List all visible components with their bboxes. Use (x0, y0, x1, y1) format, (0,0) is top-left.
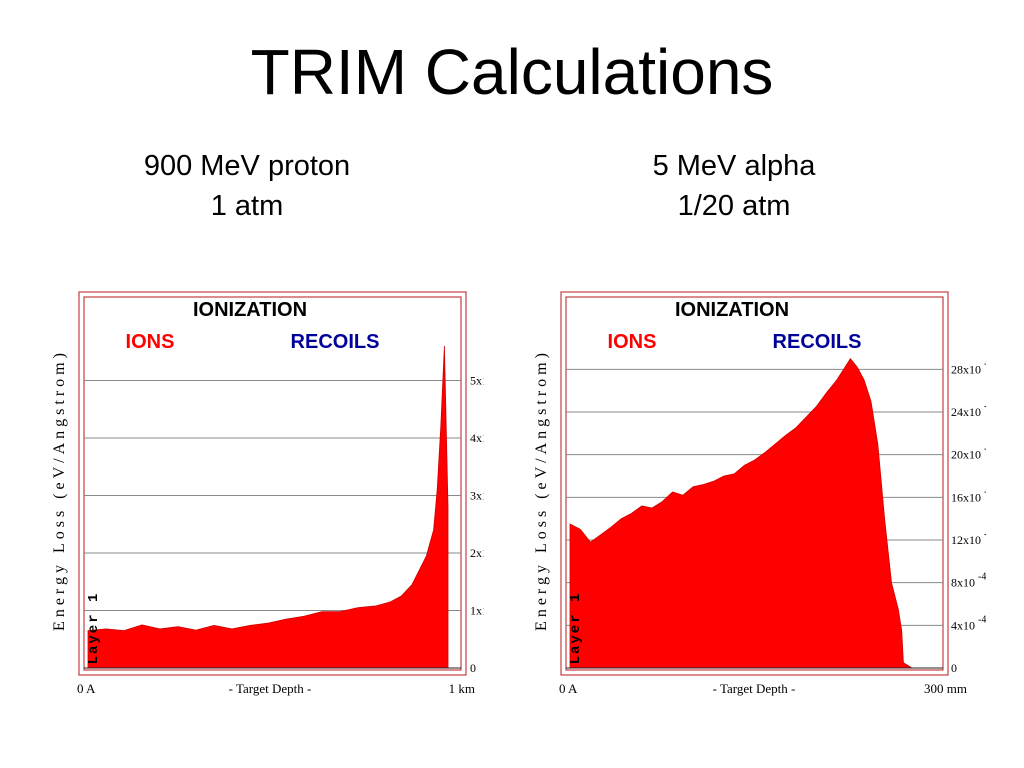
caption-alpha: 5 MeV alpha 1/20 atm (544, 146, 924, 226)
legend-recoils: RECOILS (291, 331, 380, 353)
legend-ions: IONS (126, 331, 175, 353)
x-tick-label-start: 0 A (77, 681, 96, 696)
layer-label: Layer 1 (86, 592, 102, 665)
caption-line-pressure: 1/20 atm (677, 190, 791, 222)
y-tick-label: 24x10-4 (951, 401, 986, 419)
legend-ions: IONS (608, 331, 657, 353)
y-axis-label: Energy Loss (eV/Angstrom) (51, 349, 68, 631)
y-tick-label: 0 (470, 661, 476, 675)
x-axis-label: - Target Depth - (713, 681, 796, 696)
y-tick-label: 4x10-4 (470, 427, 484, 445)
caption-line-particle: 900 MeV proton (143, 150, 351, 182)
y-tick-label: 28x10-4 (951, 358, 986, 376)
x-tick-label-end: 1 km (449, 681, 475, 696)
caption-line-pressure: 1 atm (210, 190, 284, 222)
y-tick-label: 1x10-4 (470, 600, 484, 618)
layer-label: Layer 1 (568, 592, 584, 665)
x-tick-label-start: 0 A (559, 681, 578, 696)
ions-area (569, 358, 914, 669)
x-axis-label: - Target Depth - (229, 681, 312, 696)
y-tick-label: 20x10-4 (951, 444, 986, 462)
legend-recoils: RECOILS (773, 331, 862, 353)
ionization-chart-alpha: IONIZATION IONS RECOILS 0 4x10-4 8x10-4 12x10-… (533, 291, 986, 696)
y-tick-label: 3x10-4 (470, 485, 484, 503)
ions-area (87, 345, 449, 669)
y-tick-label: 8x10 -4 (951, 572, 986, 590)
plot-title: IONIZATION (193, 299, 307, 321)
y-tick-label: 4x10-4 (951, 614, 986, 632)
y-tick-label: 0 (951, 661, 957, 675)
plot-title: IONIZATION (675, 299, 789, 321)
y-tick-label: 12x10-4 (951, 529, 986, 547)
x-tick-label-end: 300 mm (924, 681, 967, 696)
ionization-chart-proton: IONIZATION IONS RECOILS 0 1x10-4 2x10-4 3x10-4… (51, 291, 484, 696)
slide-title: TRIM Calculations (250, 36, 774, 108)
y-tick-label: 5x10-4 (470, 370, 484, 388)
plot-frame-inner (565, 296, 944, 671)
y-tick-label: 16x10-4 (951, 486, 986, 504)
caption-proton: 900 MeV proton 1 atm (57, 146, 437, 226)
caption-line-particle: 5 MeV alpha (652, 150, 816, 182)
y-tick-label: 2x10-4 (470, 542, 484, 560)
y-axis-label: Energy Loss (eV/Angstrom) (533, 349, 550, 631)
plot-frame-inner (83, 296, 462, 671)
